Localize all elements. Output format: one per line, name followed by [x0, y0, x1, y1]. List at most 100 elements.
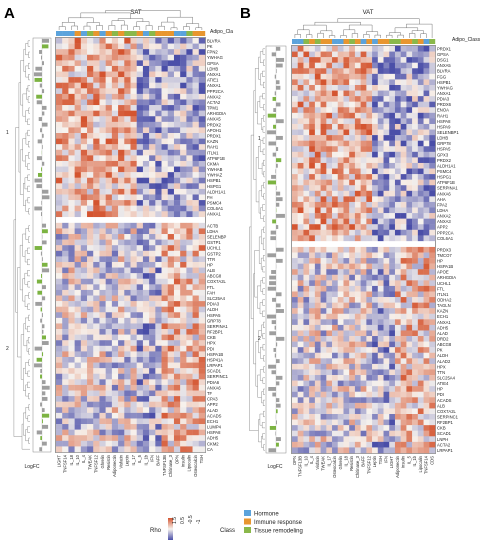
- heatmap-cell: [155, 105, 162, 111]
- heatmap-cell: [74, 418, 82, 425]
- heatmap-cell: [297, 319, 304, 326]
- heatmap-cell: [343, 146, 350, 153]
- heatmap-cell: [343, 185, 350, 192]
- row-label: HP: [207, 262, 213, 267]
- heatmap-cell: [309, 341, 316, 348]
- heatmap-cell: [62, 396, 69, 402]
- heatmap-cell: [326, 129, 333, 136]
- legend-hormone: Hormone: [254, 512, 279, 518]
- column-label: OPN: [174, 455, 179, 464]
- heatmap-cell: [412, 218, 419, 225]
- heatmap-cell: [167, 250, 175, 257]
- heatmap-cell: [62, 116, 69, 123]
- heatmap-cell: [186, 234, 193, 240]
- heatmap-cell: [412, 414, 419, 420]
- heatmap-cell: [377, 274, 384, 281]
- heatmap-cell: [343, 447, 350, 454]
- heatmap-cell: [337, 324, 344, 331]
- heatmap-cell: [314, 135, 321, 141]
- heatmap-cell: [186, 429, 193, 436]
- heatmap-cell: [360, 336, 367, 342]
- heatmap-cell: [343, 414, 350, 420]
- heatmap-cell: [314, 196, 321, 203]
- heatmap-cell: [417, 330, 424, 337]
- heatmap-cell: [360, 118, 367, 125]
- heatmap-cell: [130, 312, 137, 319]
- heatmap-cell: [142, 116, 150, 123]
- heatmap-cell: [343, 174, 350, 180]
- heatmap-cell: [180, 144, 187, 150]
- heatmap-cell: [62, 273, 69, 279]
- heatmap-cell: [198, 267, 206, 274]
- heatmap-cell: [99, 267, 106, 274]
- heatmap-cell: [297, 297, 304, 303]
- heatmap-cell: [389, 302, 396, 309]
- heatmap-cell: [309, 391, 316, 398]
- heatmap-cell: [80, 188, 88, 195]
- heatmap-cell: [366, 330, 373, 337]
- heatmap-cell: [93, 71, 100, 78]
- heatmap-cell: [354, 352, 361, 359]
- heatmap-cell: [198, 284, 206, 291]
- heatmap-cell: [377, 207, 384, 214]
- heatmap-cell: [99, 88, 106, 95]
- heatmap-cell: [406, 280, 413, 287]
- row-label: PRDX3: [437, 247, 452, 252]
- heatmap-cell: [366, 46, 373, 52]
- heatmap-cell: [354, 263, 361, 270]
- heatmap-cell: [105, 239, 113, 246]
- heatmap-cell: [292, 213, 298, 219]
- heatmap-cell: [332, 280, 338, 287]
- heatmap-cell: [354, 79, 361, 86]
- heatmap-cell: [56, 407, 63, 414]
- heatmap-cell: [80, 261, 88, 268]
- column-label: Insulin: [181, 454, 186, 467]
- heatmap-cell: [130, 273, 137, 279]
- heatmap-cell: [389, 84, 396, 91]
- logfc-bar: [39, 83, 42, 88]
- heatmap-cell: [314, 207, 321, 214]
- heatmap-cell: [337, 391, 344, 398]
- heatmap-cell: [377, 291, 384, 298]
- heatmap-cell: [309, 414, 316, 420]
- heatmap-cell: [349, 258, 356, 264]
- heatmap-cell: [124, 138, 131, 145]
- heatmap-cell: [161, 144, 168, 150]
- heatmap-cell: [423, 386, 430, 392]
- row-label: CPA3: [207, 397, 218, 402]
- logfc-bar: [42, 38, 50, 43]
- heatmap-cell: [412, 135, 419, 141]
- heatmap-cell: [118, 261, 125, 268]
- heatmap-cell: [337, 347, 344, 353]
- heatmap-cell: [62, 65, 69, 72]
- heatmap-cell: [417, 425, 424, 431]
- heatmap-cell: [354, 313, 361, 320]
- heatmap-cell: [389, 363, 396, 370]
- heatmap-cell: [400, 218, 407, 225]
- row-label: APP2: [207, 402, 218, 407]
- heatmap-cell: [400, 196, 407, 203]
- heatmap-cell: [360, 90, 367, 97]
- heatmap-cell: [337, 123, 344, 130]
- heatmap-cell: [377, 258, 384, 264]
- heatmap-cell: [337, 319, 344, 326]
- logfc-bar: [42, 61, 44, 66]
- heatmap-cell: [423, 402, 430, 409]
- heatmap-cell: [173, 234, 181, 240]
- heatmap-cell: [423, 313, 430, 320]
- heatmap-cell: [173, 440, 181, 447]
- row-label: YWHAB: [207, 167, 223, 172]
- heatmap-cell: [326, 358, 333, 365]
- heatmap-cell: [354, 308, 361, 314]
- heatmap-cell: [198, 373, 206, 380]
- heatmap-cell: [118, 133, 125, 139]
- heatmap-cell: [400, 430, 407, 437]
- heatmap-cell: [93, 138, 100, 145]
- heatmap-cell: [292, 280, 298, 287]
- heatmap-cell: [167, 390, 175, 397]
- heatmap-cell: [326, 196, 333, 203]
- heatmap-cell: [332, 375, 338, 381]
- heatmap-cell: [377, 330, 384, 337]
- heatmap-cell: [366, 162, 373, 169]
- heatmap-cell: [136, 38, 144, 44]
